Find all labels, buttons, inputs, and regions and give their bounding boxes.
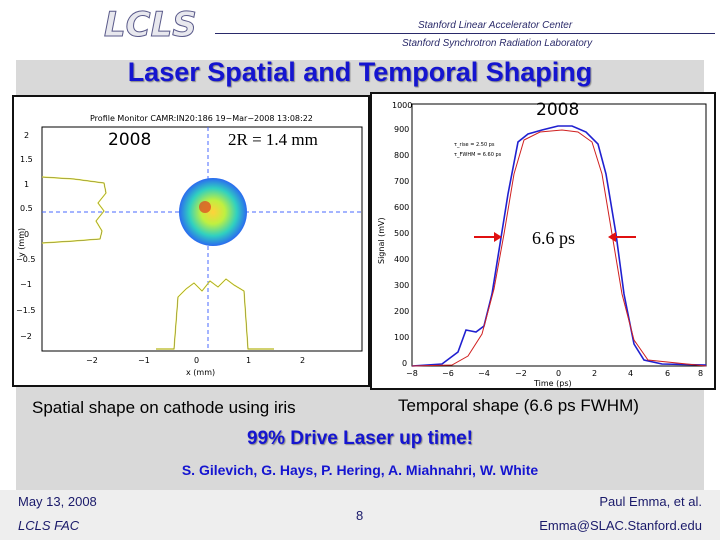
x-tick: 6	[665, 369, 670, 378]
spatial-year-label: 2008	[108, 130, 152, 150]
y-tick: 0	[402, 359, 407, 368]
radius-label: 2R = 1.4 mm	[228, 130, 318, 149]
y-tick: 1.5	[20, 155, 33, 164]
header-org-line2: Stanford Synchrotron Radiation Laborator…	[402, 38, 593, 49]
spatial-axes-frame	[41, 126, 363, 352]
measured-trace	[411, 125, 707, 367]
y-tick: 700	[394, 177, 409, 186]
temporal-axes-frame	[411, 103, 707, 367]
y-tick: 400	[394, 255, 409, 264]
x-lineout-shadow	[156, 278, 274, 350]
y-tick: 500	[394, 229, 409, 238]
footer-date: May 13, 2008	[18, 494, 97, 509]
spatial-caption: Spatial shape on cathode using iris	[32, 398, 296, 417]
x-axis-label: Time (ps)	[533, 379, 572, 388]
footer	[0, 490, 720, 540]
y-tick: 1000	[392, 101, 412, 110]
x-tick: −6	[442, 369, 454, 378]
temporal-profile-panel: 1000 900 800 700 600 500 400 300 200 100…	[370, 92, 716, 390]
x-tick: −8	[406, 369, 418, 378]
x-tick: −2	[86, 356, 98, 365]
y-tick: 100	[394, 333, 409, 342]
x-tick: 1	[246, 356, 251, 365]
x-tick: 2	[592, 369, 597, 378]
y-tick: −2	[20, 332, 32, 341]
beam-spot-hotspot	[199, 201, 211, 213]
x-tick: 0	[556, 369, 561, 378]
y-tick: 900	[394, 125, 409, 134]
y-lineout	[41, 176, 107, 244]
fwhm-label: 6.6 ps	[532, 228, 575, 248]
spatial-profile-plot: Profile Monitor CAMR:IN20:186 19−Mar−200…	[16, 114, 363, 377]
footer-presenter: Paul Emma, et al.	[599, 494, 702, 509]
uptime-headline: 99% Drive Laser up time!	[247, 428, 473, 449]
y-tick: −0.5	[16, 255, 35, 264]
temporal-profile-plot: 1000 900 800 700 600 500 400 300 200 100…	[377, 101, 707, 388]
footer-email: Emma@SLAC.Stanford.edu	[539, 518, 702, 533]
spatial-profile-panel: Profile Monitor CAMR:IN20:186 19−Mar−200…	[12, 95, 370, 387]
lcls-logo: LCLS	[104, 6, 198, 46]
y-axis-label: Signal (mV)	[377, 217, 386, 264]
temporal-caption: Temporal shape (6.6 ps FWHM)	[398, 396, 639, 415]
x-lineout	[156, 278, 274, 350]
y-tick: 0	[24, 230, 29, 239]
fwhm-arrowhead-right	[608, 232, 616, 242]
y-tick: 300	[394, 281, 409, 290]
page-number: 8	[356, 508, 364, 523]
fwhm-annotation: 6.6 ps	[474, 228, 636, 248]
x-tick: 0	[194, 356, 199, 365]
x-tick: 8	[698, 369, 703, 378]
slide-title: Laser Spatial and Temporal Shaping	[127, 57, 593, 87]
y-tick: 800	[394, 151, 409, 160]
x-axis-label: x (mm)	[186, 368, 215, 377]
fit-curve	[411, 129, 707, 367]
x-tick: −4	[478, 369, 490, 378]
header-rule	[215, 33, 715, 34]
footer-org: LCLS FAC	[18, 518, 80, 533]
legend-rise: τ_rise = 2.50 ps	[454, 142, 495, 148]
y-tick: 600	[394, 203, 409, 212]
y-tick: −1	[20, 280, 32, 289]
y-lineout-shadow	[41, 176, 107, 244]
y-tick: 1	[24, 180, 29, 189]
x-tick: −1	[138, 356, 150, 365]
header-org-line1: Stanford Linear Accelerator Center	[418, 20, 573, 31]
y-tick: 0.5	[20, 204, 33, 213]
authors-line: S. Gilevich, G. Hays, P. Hering, A. Miah…	[181, 462, 539, 478]
temporal-year-label: 2008	[536, 100, 580, 120]
y-tick: 200	[394, 307, 409, 316]
logo-text: LCLS	[104, 6, 197, 45]
beam-spot	[179, 178, 247, 246]
fwhm-arrowhead-left	[494, 232, 502, 242]
y-tick: 2	[24, 131, 29, 140]
x-tick: 4	[628, 369, 633, 378]
y-axis-label: y (mm)	[17, 228, 26, 257]
x-tick: −2	[515, 369, 527, 378]
legend-fwhm: τ_FWHM = 6.60 ps	[454, 152, 502, 158]
profile-plot-title: Profile Monitor CAMR:IN20:186 19−Mar−200…	[90, 114, 313, 123]
x-tick: 2	[300, 356, 305, 365]
y-tick: −1.5	[16, 306, 35, 315]
